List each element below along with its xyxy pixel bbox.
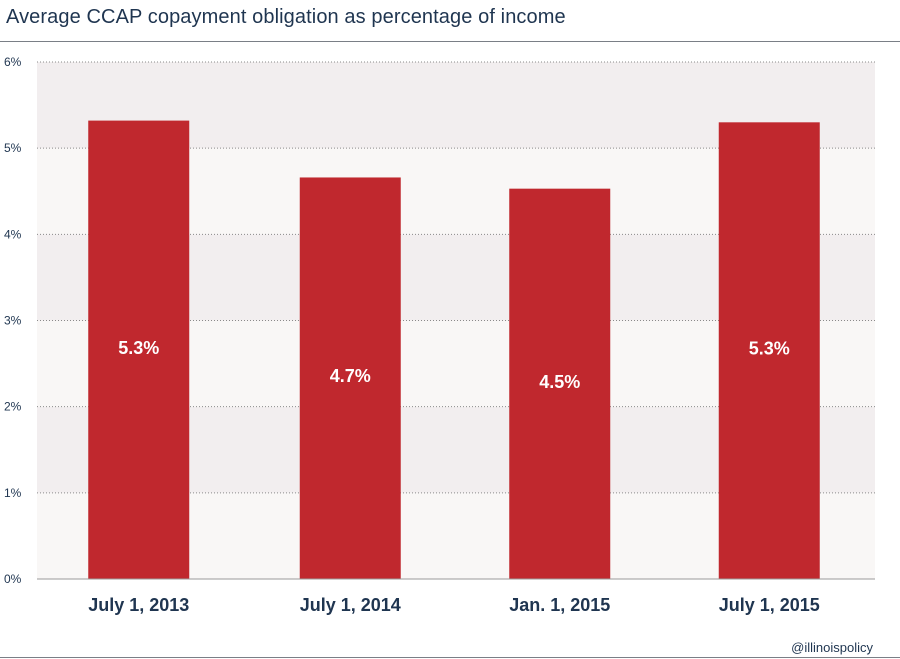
chart-title: Average CCAP copayment obligation as per… <box>6 6 566 28</box>
bar-data-label: 5.3% <box>749 339 790 359</box>
title-divider <box>0 41 900 42</box>
y-tick-label: 0% <box>4 572 22 586</box>
bar <box>718 122 820 580</box>
footer-divider <box>0 657 900 658</box>
bar-data-label: 4.7% <box>330 366 371 386</box>
x-tick-label: Jan. 1, 2015 <box>509 595 610 615</box>
bar-data-label: 4.5% <box>539 372 580 392</box>
bar <box>88 120 190 580</box>
x-tick-label: July 1, 2013 <box>88 595 189 615</box>
source-credit: @illinoispolicy <box>791 640 873 655</box>
y-tick-label: 4% <box>4 227 22 241</box>
y-tick-label: 5% <box>4 141 22 155</box>
y-tick-label: 6% <box>4 55 22 69</box>
bar <box>509 188 611 580</box>
y-tick-label: 2% <box>4 400 22 414</box>
y-tick-label: 1% <box>4 486 22 500</box>
x-tick-label: July 1, 2014 <box>300 595 401 615</box>
bar <box>299 177 401 580</box>
y-tick-label: 3% <box>4 314 22 328</box>
x-tick-label: July 1, 2015 <box>719 595 820 615</box>
bar-data-label: 5.3% <box>118 338 159 358</box>
